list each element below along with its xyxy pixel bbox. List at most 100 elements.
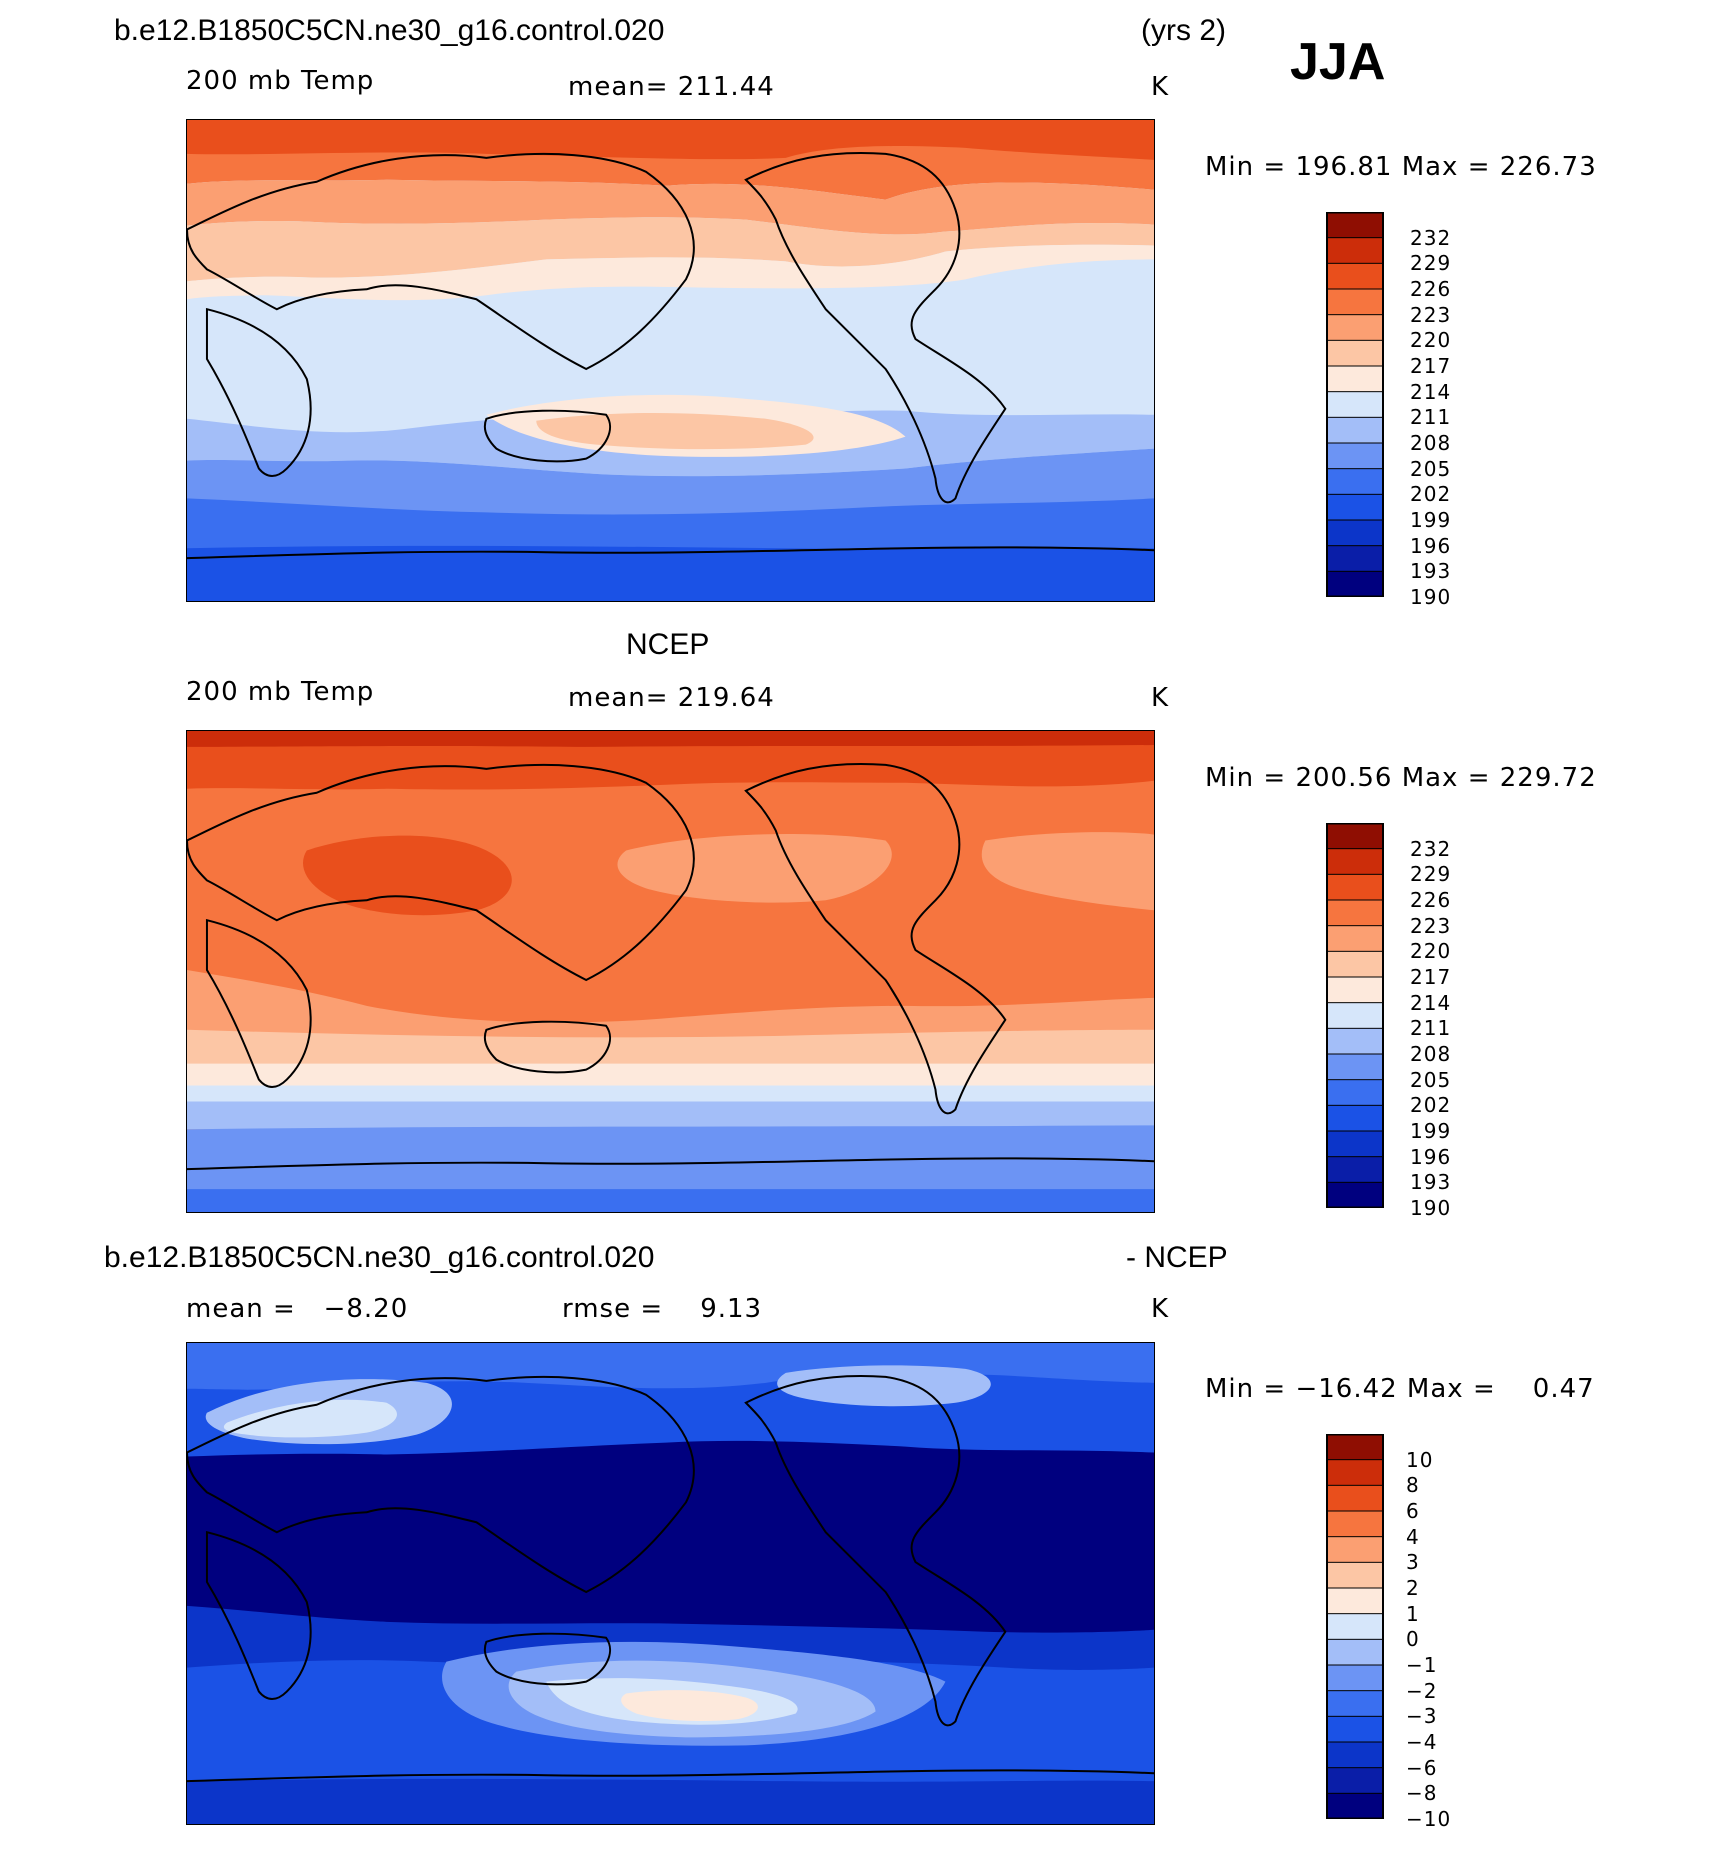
panel1-colorbar (1326, 212, 1384, 597)
colorbar1-tick-label: 211 (1410, 405, 1452, 430)
colorbar2-tick-label: 211 (1410, 1016, 1452, 1041)
p1-band-arctic-core (187, 120, 1154, 160)
colorbar1-box-2 (1326, 262, 1384, 291)
p1-band-trop-edge (187, 244, 1154, 301)
colorbar1-tick-label: 190 (1410, 585, 1452, 609)
colorbar3-tick-label: −10 (1406, 1807, 1452, 1831)
colorbar2-box-14 (1326, 1181, 1384, 1208)
panel2-minmax: Min = 200.56 Max = 229.72 (1205, 763, 1597, 793)
p1-band-antarctic (187, 545, 1154, 601)
panel3-map-svg (187, 1343, 1154, 1824)
colorbar1-box-3 (1326, 288, 1384, 316)
p2-band-pole (187, 731, 1154, 747)
colorbar1-tick-label: 232 (1410, 225, 1452, 250)
p3-coast-eurasia (187, 1375, 695, 1594)
colorbar3-box-10 (1326, 1690, 1384, 1718)
colorbar3-border (1326, 1434, 1384, 1819)
panel1-minmax: Min = 196.81 Max = 226.73 (1205, 152, 1597, 182)
colorbar2-tick-label: 208 (1410, 1042, 1452, 1066)
colorbar3-tick-label: 4 (1406, 1524, 1420, 1549)
colorbar2-tick-label: 205 (1410, 1067, 1452, 1092)
colorbar1-tick-label: 226 (1410, 277, 1452, 301)
colorbar3-box-13 (1326, 1767, 1384, 1795)
p3-blob-sh-positive (621, 1690, 758, 1722)
p3-coast-australia (483, 1632, 612, 1686)
p3-band-sh-sub (187, 1605, 1154, 1672)
panel2-mean-key: mean= (568, 683, 669, 713)
colorbar2-box-1 (1326, 848, 1384, 876)
colorbar3-tick-label: 2 (1406, 1576, 1420, 1600)
colorbar1-box-6 (1326, 365, 1384, 393)
p1-band-midlat-n (187, 179, 1154, 235)
panel2-mean-value: 219.64 (677, 683, 775, 713)
p3-blob-namerica (777, 1365, 991, 1407)
colorbar3-box-11 (1326, 1715, 1384, 1743)
colorbar2-tick-label: 232 (1410, 836, 1452, 861)
panel3-minmax: Min = −16.42 Max = 0.47 (1205, 1374, 1595, 1404)
colorbar3-box-12 (1326, 1741, 1384, 1769)
panel3-mean: mean = −8.20 (186, 1294, 409, 1324)
colorbar3-box-3 (1326, 1510, 1384, 1538)
panel3-map (186, 1342, 1155, 1825)
colorbar1-box-0 (1326, 212, 1384, 239)
p1-coast-africa (205, 307, 312, 478)
panel3-colorbar (1326, 1434, 1384, 1819)
colorbar1-tick-label: 220 (1410, 328, 1452, 353)
panel1-map-svg (187, 120, 1154, 601)
colorbar2-box-3 (1326, 899, 1384, 927)
panel2-colorbar (1326, 823, 1384, 1208)
colorbar1-tick-label: 193 (1410, 559, 1452, 584)
p1-coast-americas (744, 152, 1007, 504)
p2-coast-australia (483, 1020, 612, 1074)
p2-band-antarctic-core (187, 1189, 1154, 1212)
colorbar2-box-11 (1326, 1104, 1384, 1132)
p1-blob-cool (376, 433, 403, 449)
colorbar2-tick-label: 214 (1410, 990, 1452, 1015)
p3-blob-europe-core (223, 1399, 397, 1438)
panel2-units: K (1151, 683, 1170, 713)
panel2-mean-label: mean= 219.64 (568, 685, 775, 711)
colorbar1-tick-label: 217 (1410, 354, 1452, 378)
case-title: b.e12.B1850C5CN.ne30_g16.control.020 (114, 14, 665, 47)
p2-blob-natlantic (981, 832, 1154, 911)
colorbar2-border (1326, 823, 1384, 1208)
colorbar3-box-1 (1326, 1459, 1384, 1487)
colorbar3-box-4 (1326, 1536, 1384, 1564)
colorbar3-box-2 (1326, 1484, 1384, 1513)
colorbar2-tick-label: 229 (1410, 862, 1452, 887)
colorbar1-tick-label: 199 (1410, 508, 1452, 532)
colorbar3-box-9 (1326, 1664, 1384, 1692)
colorbar1-tick-label: 229 (1410, 251, 1452, 276)
colorbar3-tick-label: −2 (1406, 1678, 1438, 1703)
colorbar2-box-13 (1326, 1156, 1384, 1184)
panel2-title: NCEP (626, 628, 710, 661)
p1-coastlines (187, 152, 1154, 560)
colorbar2-box-10 (1326, 1079, 1384, 1107)
p1-coast-eurasia-africa (187, 152, 695, 371)
colorbar1-tick-label: 196 (1410, 533, 1452, 558)
p3-coastlines (187, 1375, 1154, 1783)
colorbar3-tick-label: 8 (1406, 1473, 1420, 1498)
colorbar1-box-1 (1326, 237, 1384, 265)
panel3-title-right: - NCEP (1126, 1241, 1228, 1274)
colorbar1-tick-label: 208 (1410, 431, 1452, 455)
panel3-units: K (1151, 1294, 1170, 1324)
colorbar1-box-10 (1326, 468, 1384, 496)
p2-coast-eurasia (187, 763, 695, 982)
p2-band-sh-lightblue (187, 1101, 1154, 1130)
colorbar2-box-12 (1326, 1130, 1384, 1158)
colorbar1-tick-label: 214 (1410, 379, 1452, 404)
p3-coast-africa (205, 1530, 312, 1701)
colorbar3-box-7 (1326, 1613, 1384, 1641)
colorbar2-tick-label: 199 (1410, 1119, 1452, 1143)
colorbar1-box-14 (1326, 570, 1384, 597)
p2-coast-antarctica (187, 1157, 1154, 1171)
colorbar3-box-0 (1326, 1434, 1384, 1461)
colorbar1-tick-label: 205 (1410, 456, 1452, 481)
colorbar3-tick-label: −1 (1406, 1653, 1438, 1677)
panel3-rmse: rmse = 9.13 (562, 1294, 763, 1324)
p2-band-sh-edge (187, 1063, 1154, 1086)
panel3-colorbar-svg (1326, 1434, 1384, 1819)
panel2-map (186, 730, 1155, 1213)
colorbar1-box-12 (1326, 519, 1384, 547)
